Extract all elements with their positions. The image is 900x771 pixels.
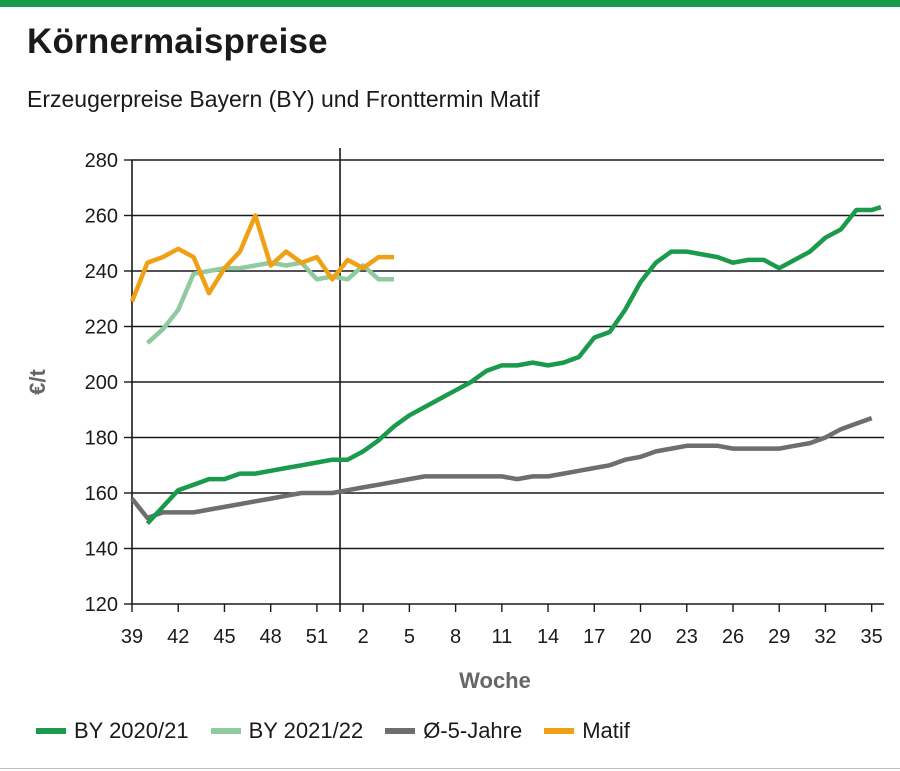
x-tick-label: 20 [629,626,651,648]
series-lines [129,205,882,526]
x-tick-label: 29 [768,626,790,648]
legend-swatch [385,728,416,734]
x-tick-label: 51 [306,626,328,648]
legend-label: Ø-5-Jahre [423,718,523,743]
legend-item: Matif [544,718,630,744]
y-axis-title: €/t [25,368,50,394]
x-tick-label: 39 [121,626,143,648]
bottom-rule [0,768,900,769]
x-tick-label: 26 [722,626,744,648]
x-tick-label: 8 [450,626,461,648]
y-tick-label: 260 [85,206,118,228]
legend-label: Matif [582,718,630,743]
legend-label: BY 2020/21 [74,718,189,743]
y-tick-label: 280 [85,150,118,172]
x-tick-label: 42 [167,626,189,648]
x-tick-label: 32 [814,626,836,648]
chart-title: Körnermaispreise [27,22,328,61]
legend-swatch [210,728,241,734]
top-accent-bar [0,0,900,7]
x-tick-label: 14 [537,626,559,648]
x-axis-title: Woche [459,668,531,693]
x-tick-label: 5 [404,626,415,648]
series-line-by-2021-22 [145,260,394,345]
y-tick-label: 160 [85,483,118,505]
y-tick-label: 220 [85,317,118,339]
y-tick-label: 180 [85,428,118,450]
chart-subtitle: Erzeugerpreise Bayern (BY) und Frontterm… [27,86,540,112]
series-line-matif [129,213,394,303]
x-tick-label: 2 [358,626,369,648]
x-tick-label: 23 [676,626,698,648]
x-tick-label: 48 [260,626,282,648]
y-tick-label: 240 [85,261,118,283]
x-tick-label: 45 [213,626,235,648]
y-tick-label: 140 [85,539,118,561]
legend-item: BY 2021/22 [210,718,364,744]
x-tick-label: 17 [583,626,605,648]
legend-label: BY 2021/22 [248,718,364,743]
legend-swatch [36,728,66,734]
legend-item: BY 2020/21 [36,718,189,744]
axes [124,148,884,612]
x-tick-label: 11 [491,626,512,648]
y-tick-label: 120 [85,594,118,616]
legend-swatch [544,728,575,734]
legend: BY 2020/21 BY 2021/22 Ø-5-Jahre Matif [36,716,652,746]
series-line-by-2020-21 [145,205,882,526]
gridlines [132,159,884,550]
tick-labels: 120 140 160 180 200 220 240 260 280 39 42 45 48 51 2 5 8… [85,150,883,648]
series-line--5-jahre [130,415,873,521]
x-tick-label: 35 [861,626,883,648]
legend-item: Ø-5-Jahre [385,718,522,744]
y-tick-label: 200 [85,372,118,394]
